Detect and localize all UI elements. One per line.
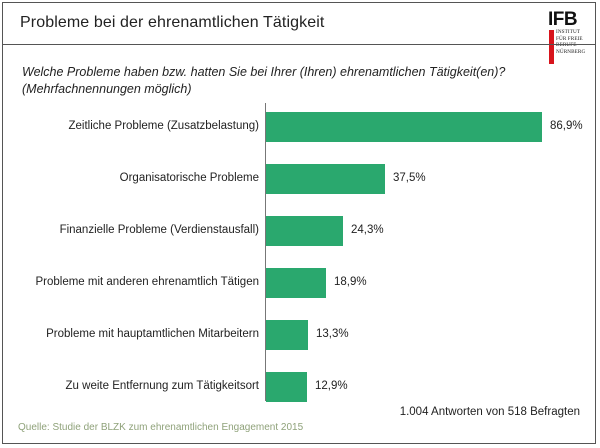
category-label: Probleme mit anderen ehrenamtlich Tätige… xyxy=(35,276,259,288)
logo-line: FÜR FREIE xyxy=(556,35,583,42)
value-label: 12,9% xyxy=(315,380,348,392)
value-label: 18,9% xyxy=(334,276,367,288)
bar xyxy=(266,372,307,402)
value-label: 37,5% xyxy=(393,172,426,184)
bar xyxy=(266,268,326,298)
logo-line: BERUFE xyxy=(556,42,577,49)
category-label: Finanzielle Probleme (Verdienstausfall) xyxy=(59,224,259,236)
survey-question: Welche Probleme haben bzw. hatten Sie be… xyxy=(22,65,506,96)
logo-line: NÜRNBERG xyxy=(556,49,586,56)
bar xyxy=(266,320,308,350)
logo-subtitle: INSTITUT FÜR FREIE BERUFE NÜRNBERG xyxy=(556,29,596,56)
category-label: Zeitliche Probleme (Zusatzbelastung) xyxy=(68,120,259,132)
category-label: Zu weite Entfernung zum Tätigkeitsort xyxy=(65,380,259,392)
ifb-logo: IFB INSTITUT FÜR FREIE BERUFE NÜRNBERG xyxy=(548,10,594,66)
value-label: 13,3% xyxy=(316,328,349,340)
logo-wordmark: IFB xyxy=(548,9,578,30)
bar xyxy=(266,164,385,194)
logo-line: INSTITUT xyxy=(556,29,581,35)
logo-accent-bar xyxy=(549,30,554,64)
value-label: 24,3% xyxy=(351,224,384,236)
header-divider xyxy=(2,44,596,45)
category-label: Organisatorische Probleme xyxy=(119,172,259,184)
source-note: Quelle: Studie der BLZK zum ehrenamtlich… xyxy=(18,422,304,433)
value-label: 86,9% xyxy=(550,120,583,132)
chart-title: Probleme bei der ehrenamtlichen Tätigkei… xyxy=(20,14,325,31)
response-count-note: 1.004 Antworten von 518 Befragten xyxy=(399,406,580,418)
category-axis-line xyxy=(265,103,266,401)
bar xyxy=(266,216,343,246)
bar xyxy=(266,112,542,142)
category-label: Probleme mit hauptamtlichen Mitarbeitern xyxy=(46,328,259,340)
